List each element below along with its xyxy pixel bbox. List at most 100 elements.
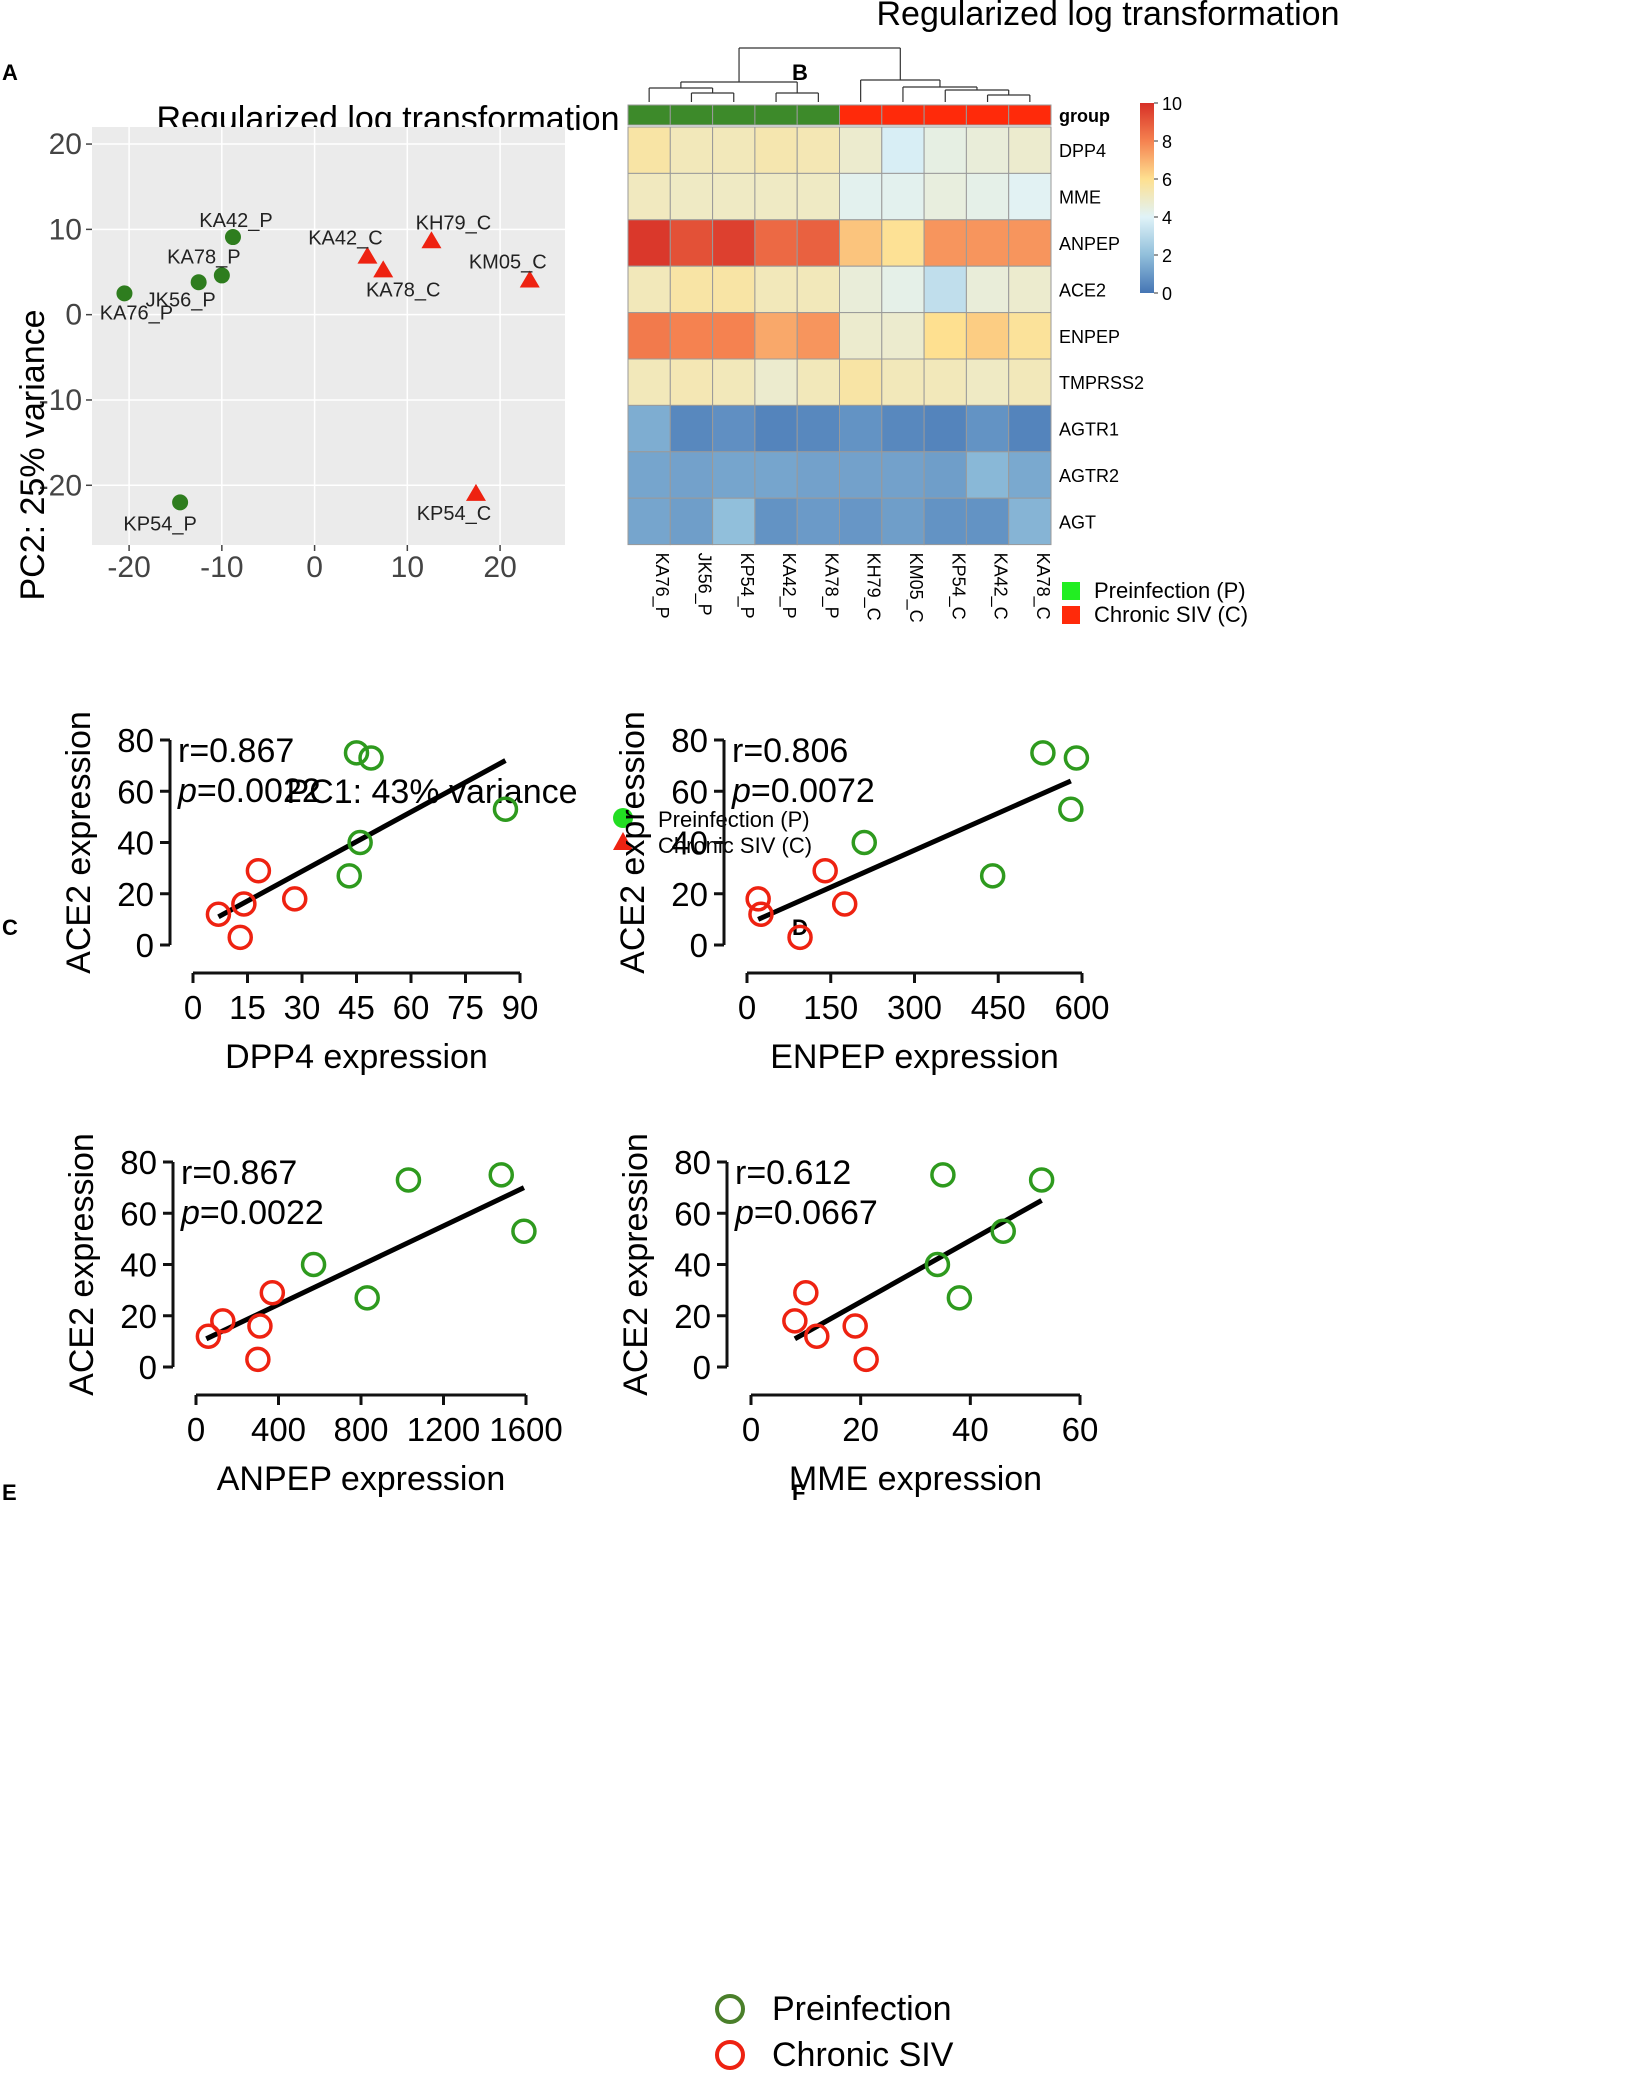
point-chronic (205, 901, 232, 927)
heatmap-cell (754, 312, 798, 360)
heatmap-cell (1008, 358, 1052, 406)
heatmap-group-cell (796, 104, 841, 126)
pca-point-chronic (519, 270, 540, 288)
legend-preinfection-marker (715, 1994, 745, 2024)
heatmap-column-label: KM05_C (905, 553, 926, 623)
heatmap-cell (839, 497, 883, 546)
heatmap-cell (965, 404, 1010, 453)
point-preinfection (358, 745, 384, 771)
point-preinfection (488, 1162, 514, 1188)
pca-point-chronic (465, 483, 486, 501)
heatmap-cell (881, 219, 925, 267)
heatmap-cell (796, 451, 841, 499)
heatmap-column-label: KA78_C (1032, 553, 1053, 620)
heatmap-area: group DPP4 MME ANPEP ACE2 ENPEP TMPRSS2 AGTR1 AG… (627, 47, 1248, 627)
pca-ytick-label: 0 (65, 299, 82, 332)
point-chronic (247, 1313, 273, 1339)
point-chronic (227, 924, 253, 951)
y-tick-label: 80 (120, 1144, 157, 1181)
heatmap-cell (669, 219, 714, 267)
pca-point-label: KP54_C (417, 503, 492, 525)
heatmap-cell (627, 451, 671, 499)
heatmap-cell (754, 358, 798, 406)
heatmap-cell (669, 126, 714, 174)
heatmap-group-cell (881, 104, 925, 126)
heatmap-cell (1008, 451, 1052, 499)
y-tick-label: 0 (136, 927, 154, 964)
heatmap-cell (965, 172, 1010, 221)
heatmap-group-cell (965, 104, 1010, 126)
point-preinfection (930, 1162, 956, 1188)
panel-c-scatter: 0 20 40 60 80 0 15 30 45 60 75 90 DPP4 expression ACE… (60, 711, 538, 1076)
heatmap-cell (627, 358, 671, 406)
y-tick-label: 40 (674, 1247, 711, 1284)
heatmap-row-label: ACE2 (1059, 280, 1106, 300)
heatmap-cell (796, 219, 841, 267)
heatmap-row-label: DPP4 (1059, 141, 1106, 161)
p-letter: p (734, 1194, 754, 1232)
x-tick-label: 75 (447, 989, 484, 1026)
heatmap-group-cell (839, 104, 883, 126)
heatmap-cell (796, 497, 841, 546)
heatmap-cell (881, 358, 925, 406)
pca-legend-c-label: Chronic SIV (C) (658, 833, 812, 858)
heatmap-legend-swatch (1062, 606, 1080, 624)
pca-ylabel: PC2: 25% variance (14, 309, 52, 600)
heatmap-column-label: KH79_C (863, 553, 884, 621)
heatmap-cell (923, 172, 967, 221)
heatmap-cell (923, 404, 967, 453)
heatmap-cell (1008, 126, 1052, 174)
pca-point-preinfection (172, 494, 189, 511)
pca-point-chronic (357, 246, 378, 264)
x-tick-label: 0 (184, 989, 202, 1026)
y-tick-label: 60 (117, 773, 154, 810)
point-chronic (245, 1346, 271, 1373)
heatmap-cell (796, 265, 841, 314)
heatmap-cell (923, 358, 967, 406)
correlation-r: r=0.867 (181, 1154, 297, 1192)
y-tick-label: 60 (671, 773, 708, 810)
heatmap-row-label: AGTR1 (1059, 420, 1119, 440)
p-letter: p (180, 1194, 200, 1232)
point-chronic (231, 891, 257, 917)
correlation-r: r=0.867 (178, 732, 294, 770)
point-chronic (842, 1313, 868, 1339)
point-chronic (812, 857, 838, 884)
heatmap-cell (839, 126, 883, 174)
heatmap-cell (1008, 219, 1052, 267)
pca-point-label: KA78_C (366, 279, 441, 301)
pca-point-preinfection (116, 285, 133, 302)
pca-point-preinfection (213, 267, 230, 284)
heatmap-column-label: KP54_C (947, 553, 968, 620)
legend-chronic-marker (715, 2040, 745, 2070)
pca-xtick-label: -20 (107, 551, 150, 584)
heatmap-cell (1008, 497, 1052, 546)
y-tick-label: 0 (690, 927, 708, 964)
point-preinfection (354, 1285, 380, 1311)
point-preinfection (347, 829, 373, 856)
bottom-legend: Preinfection Chronic SIV (715, 1990, 954, 2074)
correlation-p: p=0.0022 (180, 1194, 324, 1232)
point-chronic (831, 891, 858, 917)
heatmap-legend-label: Preinfection (P) (1094, 578, 1246, 603)
pca-plot-area: -20 -10 0 10 20 20 10 0 -10 -20 KA42_P KA78_P JK56_P… (39, 127, 565, 584)
point-chronic (245, 857, 272, 884)
pca-legend-p-label: Preinfection (P) (658, 807, 810, 832)
heatmap-cell (881, 265, 925, 314)
heatmap-row-label: ANPEP (1059, 234, 1120, 254)
correlation-p: p=0.0667 (734, 1194, 878, 1232)
point-preinfection (1030, 740, 1056, 766)
p-value: =0.0072 (751, 772, 875, 810)
x-tick-label: 400 (251, 1411, 306, 1448)
panel-letter-b: B (792, 60, 808, 85)
heatmap-cell (669, 312, 714, 360)
heatmap-cell (839, 265, 883, 314)
heatmap-cell (669, 358, 714, 406)
heatmap-row-label: ENPEP (1059, 327, 1120, 347)
x-tick-label: 90 (502, 989, 539, 1026)
y-tick-label: 80 (674, 1144, 711, 1181)
pca-point-chronic (373, 260, 394, 278)
heatmap-cell (712, 497, 756, 546)
heatmap-cell (712, 312, 756, 360)
